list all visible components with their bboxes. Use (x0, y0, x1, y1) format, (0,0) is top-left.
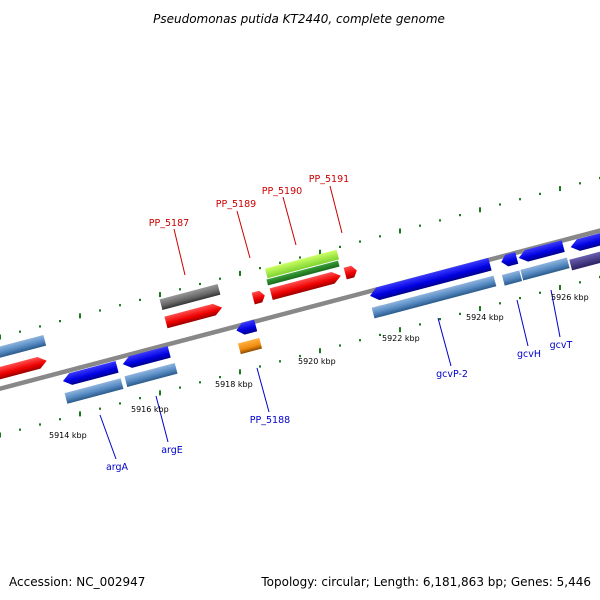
cds-arge (122, 346, 171, 368)
lower-tick-track (0, 275, 600, 438)
leader-pp5188 (256, 367, 270, 413)
cds-pp5190-shape (269, 272, 341, 300)
scale-label-5920: 5920 kbp (298, 357, 336, 366)
gene-label-gcvh: gcvH (517, 349, 541, 360)
gene-label-pp5191: PP_5191 (309, 174, 349, 185)
cds-left-red (0, 357, 47, 388)
gene-arga-shape (64, 378, 124, 404)
lime-feature-pp5190-shape (264, 249, 340, 279)
gray-feature-pp5187-shape (159, 284, 221, 310)
accession-text: Accession: NC_002947 (9, 575, 145, 589)
leader-pp5190 (282, 196, 297, 246)
feature-layer (0, 231, 600, 404)
cds-gcvp2 (370, 257, 492, 301)
gene-label-arge: argE (161, 445, 183, 456)
cds-left-red-shape (0, 357, 47, 388)
green-feature-pp5190-shape (266, 260, 340, 286)
leader-gcvt (550, 289, 561, 338)
cds-pp5189 (251, 290, 265, 305)
gene-gcvt-shape (520, 257, 570, 281)
map-title: Pseudomonas putida KT2440, complete geno… (153, 12, 445, 26)
cds-pp5188-shape (236, 319, 258, 335)
scale-label-5918: 5918 kbp (215, 380, 253, 389)
cds-gcvp2-shape (370, 257, 492, 301)
cds-pp5188 (236, 319, 258, 335)
gene-arge-shape (124, 363, 178, 387)
scale-label-5924: 5924 kbp (466, 313, 504, 322)
gene-label-gcvp2: gcvP-2 (436, 369, 468, 380)
scale-label-5914: 5914 kbp (49, 431, 87, 440)
gene-gcvp2-shape (371, 275, 497, 319)
cds-pp5189-shape (251, 290, 265, 305)
cds-gcvh-shape (501, 252, 519, 267)
cds-arga-shape (62, 361, 119, 385)
gene-pp5188-shape (237, 337, 263, 355)
gene-pp5188 (237, 337, 263, 355)
leader-arge (155, 395, 169, 443)
gene-label-arga: argA (106, 462, 129, 473)
green-feature-pp5190 (266, 260, 340, 286)
upper-tick-track (0, 176, 600, 340)
purple-feature-right-shape (569, 249, 600, 271)
gene-gcvt (520, 257, 570, 281)
cds-pp5187-shape (164, 303, 223, 329)
scale-label-5926: 5926 kbp (551, 293, 589, 302)
cds-pp5187 (164, 303, 223, 329)
gene-label-pp5190: PP_5190 (262, 186, 302, 197)
cds-arga (62, 361, 119, 385)
scale-label-5922: 5922 kbp (382, 334, 420, 343)
gene-gcvh (501, 270, 523, 286)
gene-track-left-1 (0, 334, 47, 366)
gray-feature-pp5187 (159, 284, 221, 310)
purple-feature-right (569, 249, 600, 271)
leader-pp5187 (173, 228, 186, 276)
cds-gcvt-shape (518, 240, 565, 262)
leader-gcvp2 (437, 317, 452, 367)
gene-label-pp5188: PP_5188 (250, 415, 290, 426)
genome-summary-text: Topology: circular; Length: 6,181,863 bp… (260, 575, 591, 589)
leader-gcvh (516, 299, 529, 347)
gene-gcvh-shape (501, 270, 523, 286)
scale-label-5916: 5916 kbp (131, 405, 169, 414)
gene-arga (64, 378, 124, 404)
gene-label-gcvt: gcvT (550, 340, 573, 351)
gene-track-left-1-shape (0, 334, 47, 366)
gene-label-pp5189: PP_5189 (216, 199, 256, 210)
gene-gcvp2 (371, 275, 497, 319)
gene-arge (124, 363, 178, 387)
lime-feature-pp5190 (264, 249, 340, 279)
leader-arga (99, 414, 117, 460)
leader-lines (99, 185, 561, 460)
cds-pp5191 (343, 265, 357, 280)
leader-pp5189 (236, 210, 251, 259)
cds-right-edge-shape (570, 231, 600, 251)
gene-label-pp5187: PP_5187 (149, 218, 189, 229)
cds-arge-shape (122, 346, 171, 368)
cds-gcvt (518, 240, 565, 262)
cds-pp5191-shape (343, 265, 357, 280)
cds-gcvh (501, 252, 519, 267)
leader-pp5191 (329, 185, 343, 234)
cds-pp5190 (269, 272, 341, 300)
cds-right-edge (570, 231, 600, 251)
